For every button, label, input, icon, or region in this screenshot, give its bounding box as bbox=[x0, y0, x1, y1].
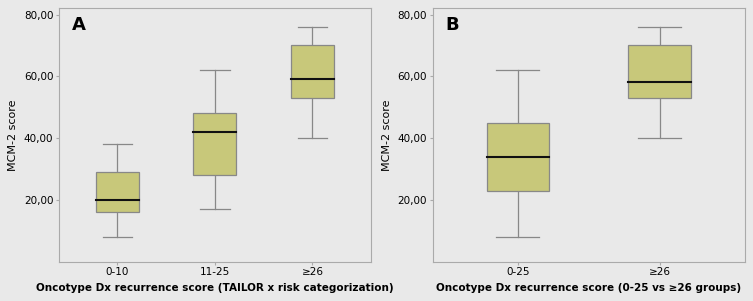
Text: B: B bbox=[445, 16, 459, 34]
Y-axis label: MCM-2 score: MCM-2 score bbox=[382, 99, 392, 171]
X-axis label: Oncotype Dx recurrence score (TAILOR x risk categorization): Oncotype Dx recurrence score (TAILOR x r… bbox=[36, 283, 394, 293]
Text: A: A bbox=[72, 16, 85, 34]
Bar bbox=[486, 123, 549, 191]
Bar bbox=[628, 45, 691, 98]
Bar bbox=[194, 113, 236, 175]
Bar bbox=[291, 45, 334, 98]
Y-axis label: MCM-2 score: MCM-2 score bbox=[8, 99, 18, 171]
Bar bbox=[96, 172, 139, 212]
X-axis label: Oncotype Dx recurrence score (0-25 vs ≥26 groups): Oncotype Dx recurrence score (0-25 vs ≥2… bbox=[436, 283, 741, 293]
